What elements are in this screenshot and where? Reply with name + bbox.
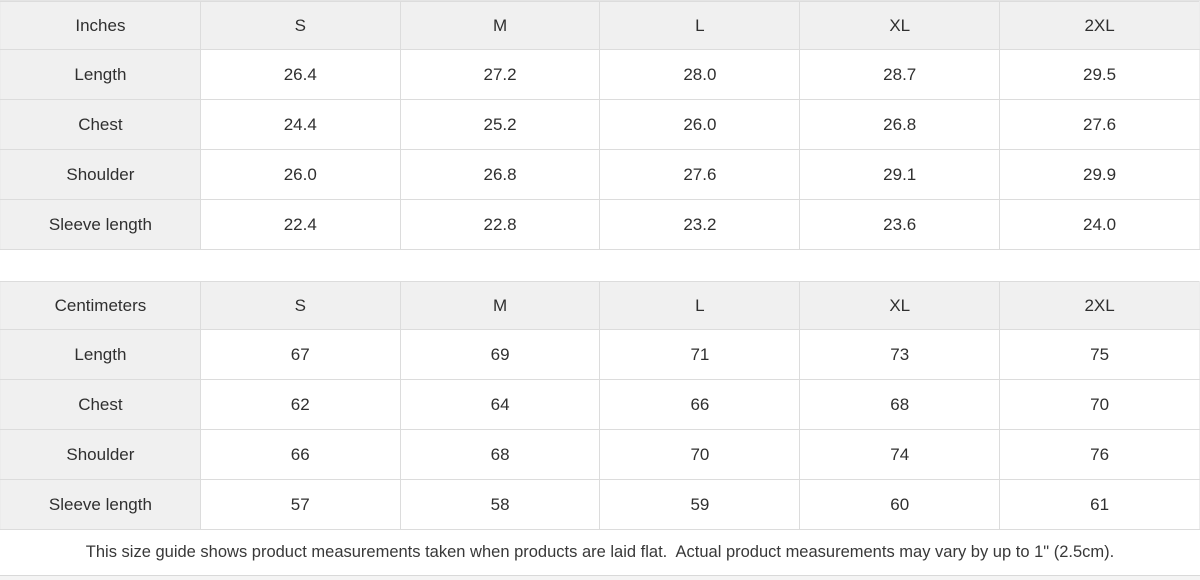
measurement-value-cell: 74 [799, 429, 1001, 480]
measurement-value-cell: 62 [199, 379, 401, 430]
size-header-cell: M [399, 1, 601, 50]
size-table-header-row: Centimeters S M L XL 2XL [0, 281, 1200, 330]
measurement-value-cell: 71 [599, 329, 801, 380]
measurement-label-cell: Sleeve length [0, 199, 201, 250]
measurement-value-cell: 27.6 [599, 149, 801, 200]
measurement-value-cell: 75 [999, 329, 1200, 380]
measurement-value-cell: 60 [799, 479, 1001, 530]
measurement-value-cell: 66 [199, 429, 401, 480]
size-header-cell: L [599, 1, 801, 50]
measurement-value-cell: 66 [599, 379, 801, 430]
next-section-edge [0, 576, 1200, 580]
measurement-value-cell: 23.2 [599, 199, 801, 250]
measurement-value-cell: 68 [399, 429, 601, 480]
measurement-value-cell: 58 [399, 479, 601, 530]
size-header-cell: XL [799, 1, 1001, 50]
size-guide-note: This size guide shows product measuremen… [0, 530, 1200, 576]
measurement-value-cell: 70 [999, 379, 1200, 430]
table-row: Chest 24.4 25.2 26.0 26.8 27.6 [0, 99, 1200, 150]
measurement-value-cell: 23.6 [799, 199, 1001, 250]
measurement-value-cell: 22.4 [199, 199, 401, 250]
measurement-value-cell: 26.8 [399, 149, 601, 200]
size-table-centimeters: Centimeters S M L XL 2XL Length 67 69 71 73 75 Chest… [0, 281, 1200, 530]
unit-header-cell: Inches [0, 1, 201, 50]
measurement-value-cell: 67 [199, 329, 401, 380]
table-row: Shoulder 26.0 26.8 27.6 29.1 29.9 [0, 149, 1200, 200]
size-header-cell: L [599, 281, 801, 330]
measurement-label-cell: Chest [0, 99, 201, 150]
size-table-header-row: Inches S M L XL 2XL [0, 1, 1200, 50]
table-row: Chest 62 64 66 68 70 [0, 379, 1200, 430]
measurement-value-cell: 28.0 [599, 49, 801, 100]
size-header-cell: S [199, 281, 401, 330]
measurement-value-cell: 26.8 [799, 99, 1001, 150]
size-header-cell: XL [799, 281, 1001, 330]
measurement-value-cell: 69 [399, 329, 601, 380]
measurement-value-cell: 24.4 [199, 99, 401, 150]
table-row: Shoulder 66 68 70 74 76 [0, 429, 1200, 480]
measurement-value-cell: 22.8 [399, 199, 601, 250]
measurement-value-cell: 26.0 [599, 99, 801, 150]
measurement-value-cell: 29.1 [799, 149, 1001, 200]
measurement-value-cell: 26.4 [199, 49, 401, 100]
table-row: Length 67 69 71 73 75 [0, 329, 1200, 380]
unit-header-cell: Centimeters [0, 281, 201, 330]
measurement-value-cell: 64 [399, 379, 601, 430]
measurement-label-cell: Chest [0, 379, 201, 430]
measurement-value-cell: 57 [199, 479, 401, 530]
measurement-value-cell: 76 [999, 429, 1200, 480]
table-spacer [0, 250, 1200, 281]
measurement-value-cell: 29.5 [999, 49, 1200, 100]
size-header-cell: 2XL [999, 281, 1200, 330]
measurement-value-cell: 68 [799, 379, 1001, 430]
measurement-label-cell: Length [0, 49, 201, 100]
measurement-label-cell: Shoulder [0, 429, 201, 480]
size-header-cell: M [399, 281, 601, 330]
measurement-value-cell: 73 [799, 329, 1001, 380]
measurement-value-cell: 27.6 [999, 99, 1200, 150]
measurement-label-cell: Length [0, 329, 201, 380]
measurement-value-cell: 70 [599, 429, 801, 480]
measurement-label-cell: Shoulder [0, 149, 201, 200]
measurement-value-cell: 26.0 [199, 149, 401, 200]
size-header-cell: 2XL [999, 1, 1200, 50]
measurement-value-cell: 29.9 [999, 149, 1200, 200]
measurement-label-cell: Sleeve length [0, 479, 201, 530]
measurement-value-cell: 24.0 [999, 199, 1200, 250]
size-tables-container: Inches S M L XL 2XL Length 26.4 27.2 28.0 28.7 29.5… [0, 1, 1200, 530]
table-row: Sleeve length 57 58 59 60 61 [0, 479, 1200, 530]
measurement-value-cell: 28.7 [799, 49, 1001, 100]
measurement-value-cell: 61 [999, 479, 1200, 530]
measurement-value-cell: 25.2 [399, 99, 601, 150]
table-row: Sleeve length 22.4 22.8 23.2 23.6 24.0 [0, 199, 1200, 250]
table-row: Length 26.4 27.2 28.0 28.7 29.5 [0, 49, 1200, 100]
measurement-value-cell: 27.2 [399, 49, 601, 100]
size-header-cell: S [199, 1, 401, 50]
size-table-inches: Inches S M L XL 2XL Length 26.4 27.2 28.0 28.7 29.5… [0, 1, 1200, 250]
measurement-value-cell: 59 [599, 479, 801, 530]
